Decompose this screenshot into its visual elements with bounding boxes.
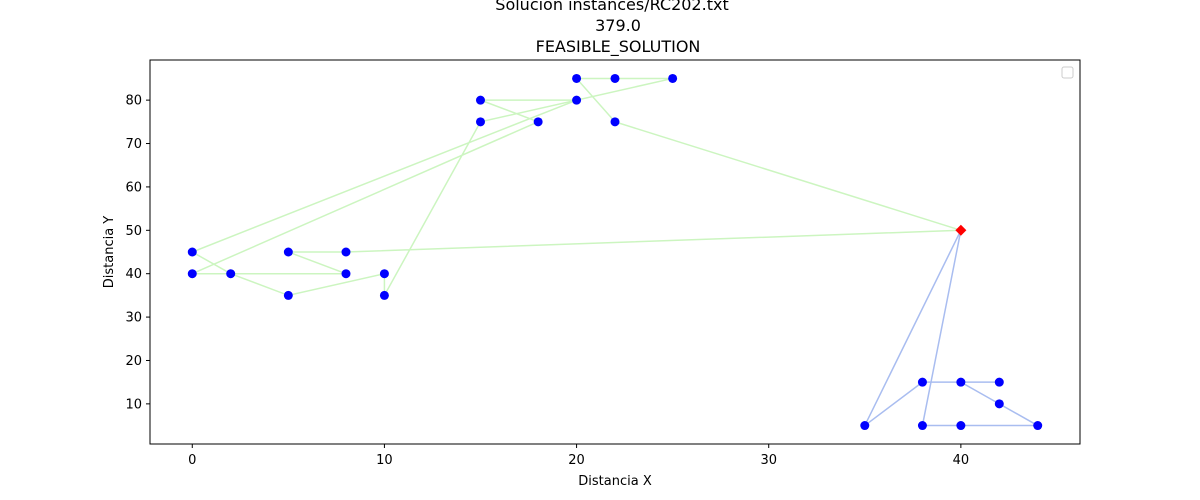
customer-point	[379, 269, 389, 279]
plot-frame	[149, 59, 1081, 445]
chart-title-line-1: Solución instances/RC202.txt	[495, 0, 728, 14]
y-tick-label: 60	[125, 180, 142, 195]
customer-point	[917, 377, 927, 387]
x-tick-label: 0	[188, 453, 196, 468]
customer-point	[994, 377, 1004, 387]
ticks-layer: 0 10 20 30 40 10 20 30 40 50 60 70 80	[125, 94, 969, 468]
x-tick-label: 20	[568, 453, 585, 468]
customer-point	[533, 117, 543, 127]
x-tick-label: 10	[376, 453, 393, 468]
customer-point	[668, 73, 678, 83]
legend-box	[1061, 66, 1074, 79]
customer-point	[956, 377, 966, 387]
customer-point	[379, 290, 389, 300]
customer-point	[572, 73, 582, 83]
customer-point	[341, 247, 351, 257]
points-layer	[187, 73, 1043, 431]
customer-point	[572, 95, 582, 105]
y-tick-label: 40	[125, 267, 142, 282]
y-tick-label: 70	[125, 137, 142, 152]
customer-point	[917, 421, 927, 431]
chart-title-line-3: FEASIBLE_SOLUTION	[536, 37, 701, 57]
customer-point	[610, 117, 620, 127]
routes-layer	[190, 77, 1041, 427]
customer-point	[956, 421, 966, 431]
y-tick-label: 50	[125, 224, 142, 239]
customer-point	[187, 269, 197, 279]
x-tick-label: 40	[953, 453, 970, 468]
customer-point	[610, 73, 620, 83]
x-tick-label: 30	[760, 453, 777, 468]
customer-point	[341, 269, 351, 279]
x-axis-label: Distancia X	[578, 474, 652, 489]
y-tick-label: 80	[125, 94, 142, 109]
y-tick-label: 20	[125, 354, 142, 369]
customer-point	[1033, 421, 1043, 431]
customer-point	[283, 290, 293, 300]
customer-point	[187, 247, 197, 257]
customer-point	[226, 269, 236, 279]
y-tick-label: 10	[125, 397, 142, 412]
depot-marker	[955, 224, 967, 236]
customer-point	[475, 95, 485, 105]
customer-point	[283, 247, 293, 257]
y-axis-label: Distancia Y	[102, 216, 117, 289]
route-line-2	[864, 229, 1041, 427]
customer-point	[475, 117, 485, 127]
chart-title-line-2: 379.0	[595, 16, 641, 35]
y-tick-label: 30	[125, 311, 142, 326]
customer-point	[994, 399, 1004, 409]
route-line-1	[190, 77, 962, 299]
customer-point	[860, 421, 870, 431]
